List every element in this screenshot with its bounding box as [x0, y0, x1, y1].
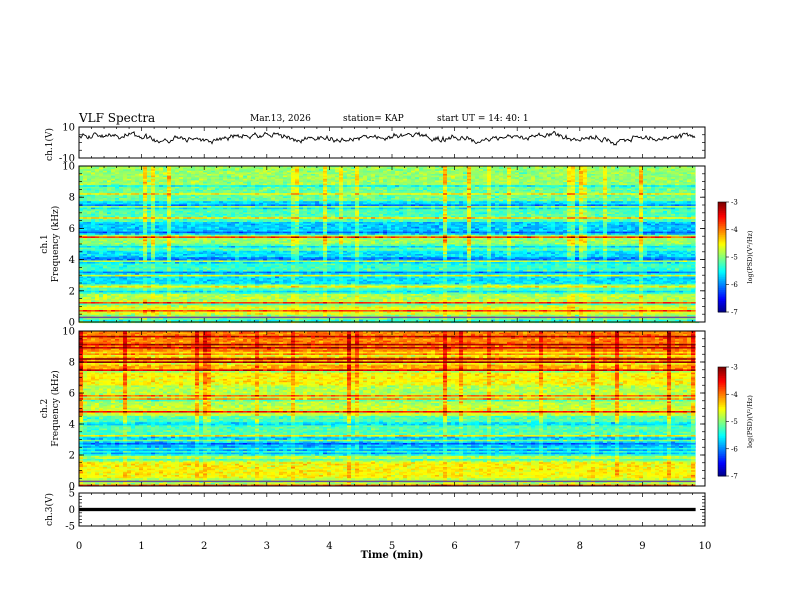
ch1-spectrogram — [79, 166, 705, 323]
xtick-2: 2 — [201, 541, 207, 552]
ch2-spec-ytick-4: 4 — [69, 420, 75, 431]
colorbar-2-tick--6: -6 — [731, 445, 738, 453]
colorbar-2-tick--4: -4 — [731, 391, 738, 399]
colorbar-1-tick--3: -3 — [731, 199, 738, 207]
vlf-figure: 10-100246810024681050-5ch.1(V)ch.1 Freque… — [0, 0, 792, 612]
ch3-trace — [79, 508, 696, 511]
xtick-6: 6 — [451, 541, 457, 552]
ch2-spec-ytick-2: 2 — [69, 451, 75, 462]
ch1-spec-ytick-8: 8 — [69, 193, 75, 204]
xtick-8: 8 — [577, 541, 583, 552]
colorbar-1 — [718, 202, 726, 313]
ch2-spec-ytick-10: 10 — [62, 327, 75, 338]
colorbar-2-tick--5: -5 — [731, 418, 738, 426]
ch3-wave-ytick-0: 0 — [69, 505, 75, 516]
colorbar-2 — [718, 367, 726, 477]
colorbar-1-label: log(PSD)(V²/Hz) — [746, 230, 754, 283]
ch2-spec-ylabel: ch.2 — [40, 399, 50, 418]
colorbar-2-tick--7: -7 — [731, 473, 738, 481]
colorbar-2-label: log(PSD)(V²/Hz) — [746, 395, 754, 448]
ch1-spec-ytick-2: 2 — [69, 286, 75, 297]
ch2-spectrogram — [79, 331, 705, 487]
ch2-spec-ytick-8: 8 — [69, 358, 75, 369]
ch3-wave-ylabel: ch.3(V) — [44, 493, 55, 526]
ch3-wave-ytick--5: -5 — [65, 522, 75, 533]
colorbar-1-tick--6: -6 — [731, 281, 738, 289]
ch2-spec-ylabel2: Frequency (kHz) — [50, 370, 61, 447]
xtick-4: 4 — [326, 541, 332, 552]
ch3-wave-ytick-5: 5 — [69, 489, 75, 500]
xtick-3: 3 — [264, 541, 270, 552]
xtick-9: 9 — [639, 541, 645, 552]
ch2-spec-ytick-6: 6 — [69, 389, 75, 400]
ch1-wave-ylabel: ch.1(V) — [44, 128, 55, 161]
ch1-spec-ytick-10: 10 — [62, 162, 75, 173]
ch1-spec-ytick-4: 4 — [69, 255, 75, 266]
ch1-spec-ytick-6: 6 — [69, 224, 75, 235]
colorbar-1-tick--5: -5 — [731, 254, 738, 262]
xtick-0: 0 — [76, 541, 82, 552]
ch1-spec-ylabel2: Frequency (kHz) — [50, 206, 61, 283]
colorbar-2-tick--3: -3 — [731, 364, 738, 372]
ch1-trace — [79, 131, 695, 145]
x-axis-label: Time (min) — [361, 550, 424, 561]
xtick-7: 7 — [514, 541, 520, 552]
colorbar-1-tick--7: -7 — [731, 309, 738, 317]
ch1-spec-ylabel: ch.1 — [40, 234, 50, 253]
xtick-10: 10 — [699, 541, 712, 552]
colorbar-1-tick--4: -4 — [731, 226, 738, 234]
ch1-wave-ytick-10: 10 — [62, 123, 75, 134]
xtick-1: 1 — [138, 541, 144, 552]
